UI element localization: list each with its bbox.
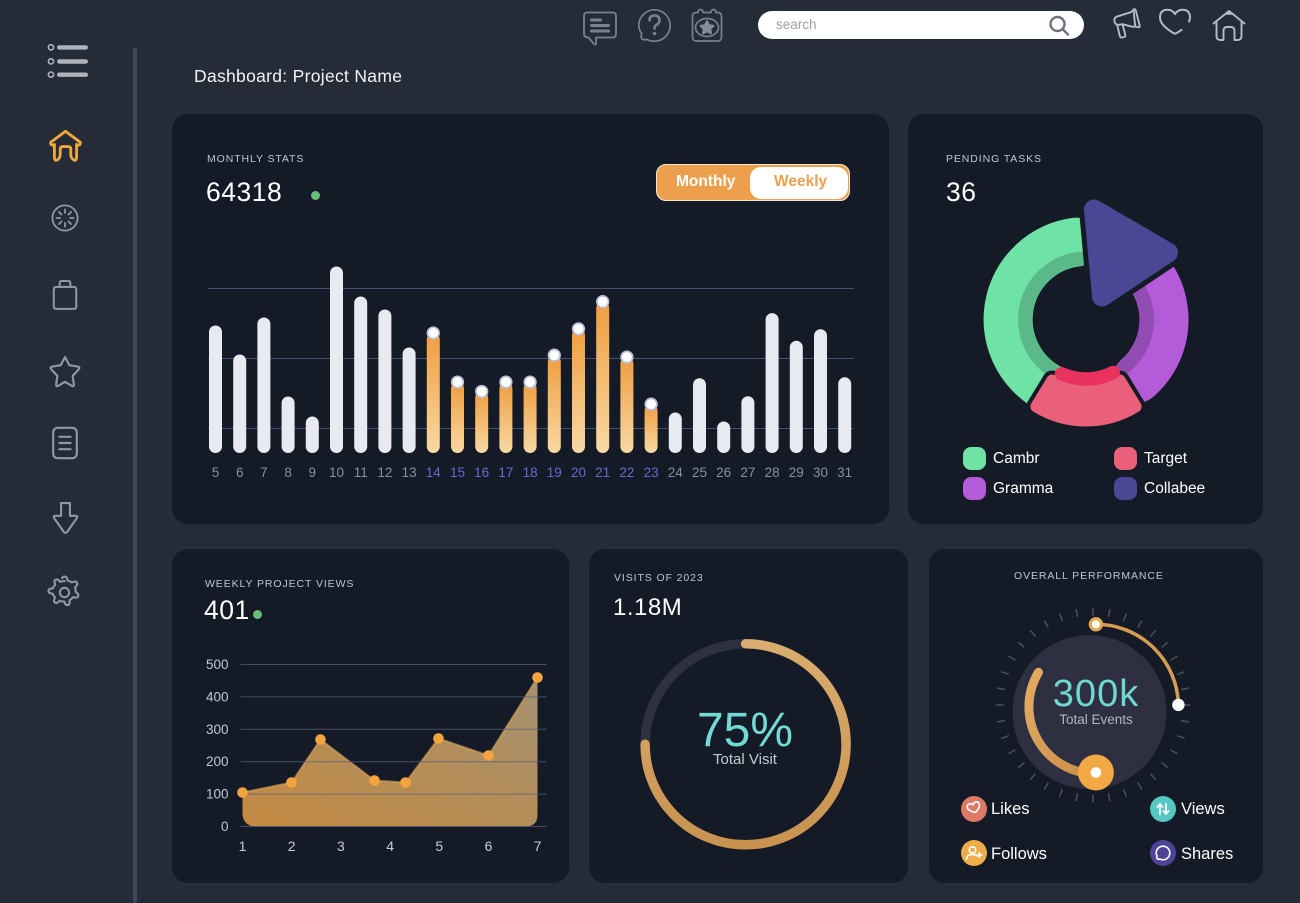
svg-text:28: 28 [764, 465, 779, 480]
svg-text:0: 0 [220, 819, 228, 834]
svg-text:2: 2 [287, 838, 295, 854]
svg-text:18: 18 [522, 465, 537, 480]
svg-text:14: 14 [425, 465, 441, 480]
svg-text:25: 25 [691, 465, 706, 480]
svg-text:300: 300 [205, 721, 228, 736]
svg-text:100: 100 [205, 786, 228, 801]
svg-text:7: 7 [260, 465, 268, 480]
svg-text:26: 26 [716, 465, 731, 480]
svg-text:29: 29 [788, 465, 803, 480]
svg-text:5: 5 [211, 465, 219, 480]
svg-text:1: 1 [238, 838, 246, 854]
svg-text:3: 3 [337, 838, 345, 854]
svg-text:24: 24 [667, 465, 683, 480]
svg-text:8: 8 [284, 465, 292, 480]
svg-text:27: 27 [740, 465, 755, 480]
svg-text:19: 19 [546, 465, 561, 480]
svg-text:31: 31 [837, 465, 852, 480]
svg-text:6: 6 [235, 465, 243, 480]
svg-text:21: 21 [595, 465, 610, 480]
svg-text:10: 10 [328, 465, 343, 480]
svg-text:23: 23 [643, 465, 658, 480]
svg-text:15: 15 [449, 465, 464, 480]
svg-text:9: 9 [308, 465, 316, 480]
svg-text:500: 500 [205, 657, 228, 672]
svg-text:12: 12 [377, 465, 392, 480]
svg-text:6: 6 [484, 838, 492, 854]
svg-text:7: 7 [533, 838, 541, 854]
svg-text:200: 200 [205, 754, 228, 769]
svg-text:4: 4 [386, 838, 394, 854]
svg-text:13: 13 [401, 465, 416, 480]
svg-text:20: 20 [570, 465, 585, 480]
svg-text:11: 11 [353, 465, 367, 480]
svg-text:22: 22 [619, 465, 634, 480]
svg-text:400: 400 [205, 689, 228, 704]
svg-text:5: 5 [435, 838, 443, 854]
svg-text:17: 17 [498, 465, 513, 480]
svg-text:30: 30 [812, 465, 827, 480]
svg-text:16: 16 [474, 465, 489, 480]
